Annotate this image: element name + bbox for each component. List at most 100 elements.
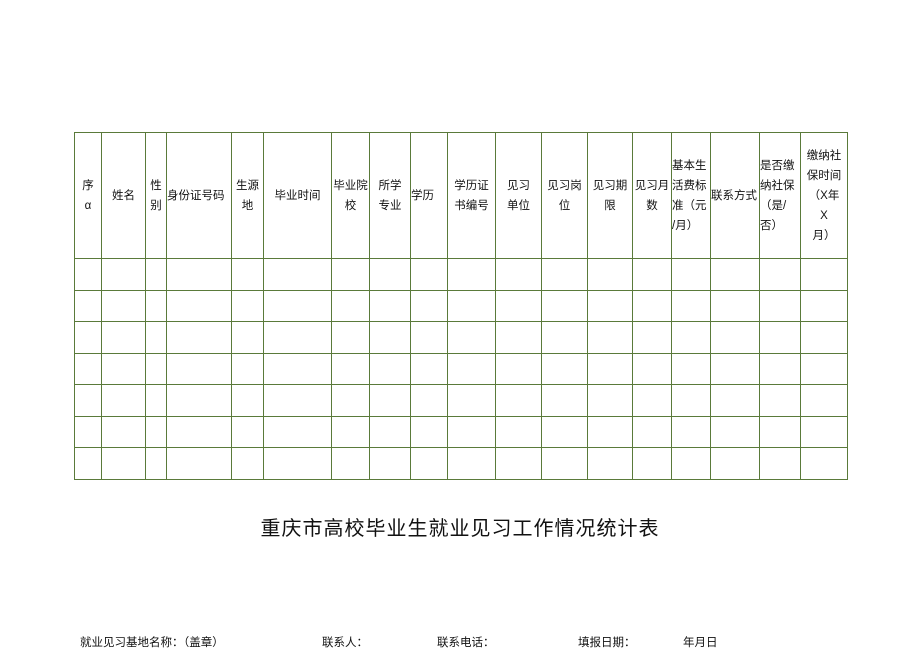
table-cell[interactable]	[145, 258, 167, 291]
table-cell[interactable]	[671, 321, 711, 354]
table-cell[interactable]	[145, 321, 167, 354]
table-cell[interactable]	[101, 447, 146, 480]
table-cell[interactable]	[74, 289, 102, 322]
table-cell[interactable]	[369, 321, 411, 354]
table-cell[interactable]	[231, 321, 264, 354]
table-cell[interactable]	[447, 289, 496, 322]
table-cell[interactable]	[74, 352, 102, 385]
table-cell[interactable]	[74, 447, 102, 480]
table-cell[interactable]	[710, 258, 760, 291]
table-cell[interactable]	[447, 352, 496, 385]
table-cell[interactable]	[410, 289, 448, 322]
table-cell[interactable]	[101, 384, 146, 417]
table-cell[interactable]	[410, 352, 448, 385]
table-cell[interactable]	[166, 258, 232, 291]
table-cell[interactable]	[495, 321, 542, 354]
table-cell[interactable]	[369, 352, 411, 385]
table-cell[interactable]	[410, 384, 448, 417]
table-cell[interactable]	[495, 258, 542, 291]
table-cell[interactable]	[632, 384, 672, 417]
table-cell[interactable]	[671, 415, 711, 448]
table-cell[interactable]	[671, 352, 711, 385]
table-cell[interactable]	[331, 289, 370, 322]
table-cell[interactable]	[495, 352, 542, 385]
table-cell[interactable]	[587, 384, 633, 417]
table-cell[interactable]	[145, 415, 167, 448]
table-cell[interactable]	[671, 289, 711, 322]
table-cell[interactable]	[166, 321, 232, 354]
table-cell[interactable]	[166, 289, 232, 322]
table-cell[interactable]	[101, 289, 146, 322]
table-cell[interactable]	[800, 289, 848, 322]
table-cell[interactable]	[632, 321, 672, 354]
table-cell[interactable]	[447, 415, 496, 448]
table-cell[interactable]	[447, 258, 496, 291]
table-cell[interactable]	[101, 415, 146, 448]
table-cell[interactable]	[74, 321, 102, 354]
table-cell[interactable]	[632, 258, 672, 291]
table-cell[interactable]	[166, 352, 232, 385]
table-cell[interactable]	[671, 447, 711, 480]
table-cell[interactable]	[759, 289, 801, 322]
table-cell[interactable]	[800, 415, 848, 448]
table-cell[interactable]	[369, 415, 411, 448]
table-cell[interactable]	[369, 258, 411, 291]
table-cell[interactable]	[632, 289, 672, 322]
table-cell[interactable]	[231, 447, 264, 480]
table-cell[interactable]	[759, 352, 801, 385]
table-cell[interactable]	[800, 447, 848, 480]
table-cell[interactable]	[587, 321, 633, 354]
table-cell[interactable]	[800, 258, 848, 291]
table-cell[interactable]	[231, 415, 264, 448]
table-cell[interactable]	[710, 415, 760, 448]
table-cell[interactable]	[410, 415, 448, 448]
table-cell[interactable]	[800, 321, 848, 354]
table-cell[interactable]	[331, 258, 370, 291]
table-cell[interactable]	[541, 321, 588, 354]
table-cell[interactable]	[632, 415, 672, 448]
table-cell[interactable]	[671, 258, 711, 291]
table-cell[interactable]	[671, 384, 711, 417]
table-cell[interactable]	[587, 447, 633, 480]
table-cell[interactable]	[447, 447, 496, 480]
table-cell[interactable]	[541, 384, 588, 417]
table-cell[interactable]	[331, 352, 370, 385]
table-cell[interactable]	[101, 258, 146, 291]
table-cell[interactable]	[263, 321, 332, 354]
table-cell[interactable]	[800, 352, 848, 385]
table-cell[interactable]	[587, 415, 633, 448]
table-cell[interactable]	[541, 415, 588, 448]
table-cell[interactable]	[263, 289, 332, 322]
table-cell[interactable]	[759, 447, 801, 480]
table-cell[interactable]	[541, 289, 588, 322]
table-cell[interactable]	[331, 321, 370, 354]
table-cell[interactable]	[541, 258, 588, 291]
table-cell[interactable]	[410, 258, 448, 291]
table-cell[interactable]	[101, 321, 146, 354]
table-cell[interactable]	[166, 384, 232, 417]
table-cell[interactable]	[587, 289, 633, 322]
table-cell[interactable]	[410, 321, 448, 354]
table-cell[interactable]	[263, 352, 332, 385]
table-cell[interactable]	[145, 384, 167, 417]
table-cell[interactable]	[541, 352, 588, 385]
table-cell[interactable]	[632, 447, 672, 480]
table-cell[interactable]	[759, 258, 801, 291]
table-cell[interactable]	[759, 384, 801, 417]
table-cell[interactable]	[710, 447, 760, 480]
table-cell[interactable]	[231, 258, 264, 291]
table-cell[interactable]	[447, 321, 496, 354]
table-cell[interactable]	[587, 352, 633, 385]
table-cell[interactable]	[74, 384, 102, 417]
table-cell[interactable]	[331, 447, 370, 480]
table-cell[interactable]	[369, 447, 411, 480]
table-cell[interactable]	[166, 415, 232, 448]
table-cell[interactable]	[710, 289, 760, 322]
table-cell[interactable]	[759, 415, 801, 448]
table-cell[interactable]	[800, 384, 848, 417]
table-cell[interactable]	[587, 258, 633, 291]
table-cell[interactable]	[495, 415, 542, 448]
table-cell[interactable]	[495, 447, 542, 480]
table-cell[interactable]	[710, 321, 760, 354]
table-cell[interactable]	[74, 415, 102, 448]
